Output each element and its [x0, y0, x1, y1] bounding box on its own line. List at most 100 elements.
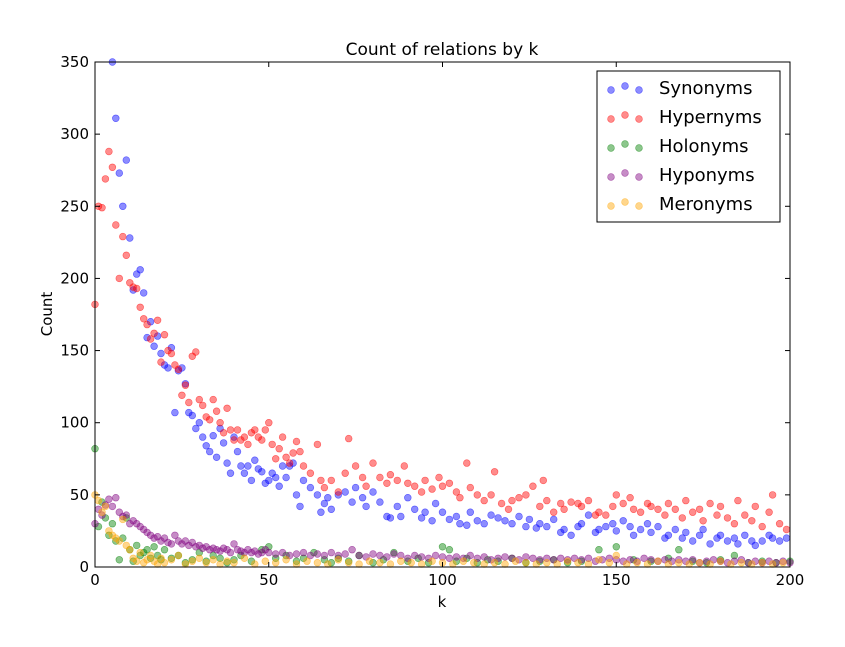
- data-point: [341, 469, 349, 477]
- data-point: [695, 558, 704, 567]
- data-point: [543, 522, 551, 531]
- data-point: [369, 459, 377, 467]
- data-point: [643, 560, 652, 568]
- data-point: [195, 554, 204, 562]
- data-point: [272, 558, 280, 567]
- data-point: [456, 519, 464, 528]
- data-point: [209, 556, 217, 564]
- data-point: [751, 502, 759, 511]
- data-point: [251, 426, 259, 434]
- data-point: [119, 515, 127, 524]
- data-point: [445, 479, 454, 487]
- legend-label: Meronyms: [659, 194, 753, 215]
- data-point: [713, 511, 721, 519]
- data-point: [612, 543, 620, 551]
- data-point: [595, 508, 603, 516]
- data-point: [278, 433, 287, 441]
- legend-item-holonyms: Holonyms: [607, 136, 749, 157]
- data-point: [633, 558, 641, 567]
- data-point: [748, 517, 756, 525]
- data-point: [143, 545, 151, 554]
- data-point: [716, 531, 725, 539]
- data-point: [209, 395, 217, 404]
- data-point: [682, 496, 690, 505]
- data-point: [296, 447, 304, 456]
- y-tick-label: 250: [60, 197, 89, 215]
- data-point: [171, 408, 179, 417]
- legend-marker: [635, 202, 643, 210]
- data-point: [171, 531, 179, 539]
- data-point: [751, 541, 759, 550]
- data-point: [296, 502, 304, 511]
- legend-label: Holonyms: [659, 136, 749, 157]
- data-point: [515, 494, 523, 502]
- data-point: [334, 491, 342, 499]
- data-point: [150, 329, 158, 337]
- y-tick-label: 350: [60, 53, 89, 71]
- data-point: [230, 433, 238, 441]
- data-point: [362, 482, 370, 490]
- data-point: [494, 514, 502, 522]
- data-point: [299, 548, 308, 557]
- data-point: [272, 550, 280, 558]
- data-point: [265, 476, 273, 485]
- data-point: [490, 558, 499, 567]
- data-point: [320, 483, 329, 492]
- data-point: [181, 381, 190, 389]
- x-tick-label: 50: [259, 571, 278, 589]
- data-point: [386, 560, 395, 568]
- data-point: [470, 558, 478, 567]
- data-point: [216, 554, 224, 562]
- data-point: [167, 349, 176, 358]
- data-point: [188, 411, 197, 420]
- data-point: [362, 502, 370, 511]
- data-point: [716, 502, 725, 511]
- data-point: [202, 442, 210, 450]
- data-point: [536, 519, 544, 528]
- data-point: [602, 522, 610, 531]
- data-point: [584, 511, 593, 519]
- data-point: [240, 469, 249, 477]
- data-point: [734, 496, 742, 505]
- data-point: [563, 557, 572, 565]
- data-point: [164, 364, 172, 372]
- data-point: [348, 498, 356, 506]
- data-point: [119, 232, 127, 241]
- data-point: [383, 479, 391, 487]
- data-point: [185, 398, 193, 407]
- data-point: [226, 469, 235, 477]
- data-point: [553, 560, 561, 568]
- data-point: [282, 556, 290, 564]
- data-point: [741, 531, 749, 539]
- y-tick-label: 100: [60, 414, 89, 432]
- data-point: [490, 468, 499, 476]
- data-point: [765, 508, 773, 516]
- data-point: [115, 537, 124, 545]
- data-point: [119, 202, 127, 211]
- legend-marker: [621, 140, 629, 148]
- data-point: [748, 560, 756, 568]
- data-point: [126, 545, 134, 554]
- data-point: [584, 554, 593, 562]
- data-point: [268, 440, 276, 449]
- data-point: [278, 462, 287, 470]
- data-point: [192, 424, 200, 433]
- data-point: [522, 553, 530, 561]
- data-point: [779, 558, 787, 567]
- data-point: [365, 557, 374, 565]
- data-point: [543, 558, 551, 567]
- data-point: [411, 551, 419, 560]
- data-point: [407, 558, 415, 567]
- data-point: [115, 274, 124, 283]
- data-point: [306, 469, 315, 477]
- data-point: [251, 560, 259, 568]
- data-point: [400, 462, 408, 470]
- legend-marker: [635, 115, 643, 123]
- data-point: [397, 512, 405, 521]
- data-point: [226, 426, 235, 434]
- data-point: [341, 550, 349, 558]
- data-point: [431, 551, 440, 560]
- data-point: [664, 560, 673, 568]
- data-point: [730, 534, 739, 542]
- legend-marker: [621, 111, 629, 119]
